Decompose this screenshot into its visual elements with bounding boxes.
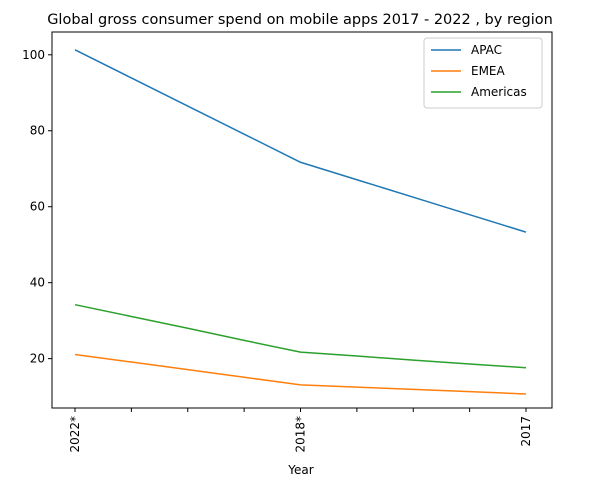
plot-frame <box>51 31 553 409</box>
y-tick-label: 60 <box>30 200 45 214</box>
plot-area <box>74 49 527 395</box>
y-tick-label: 20 <box>30 352 45 366</box>
x-axis-label: Year <box>287 463 313 477</box>
legend: APAC EMEA Americas <box>423 37 543 109</box>
chart-title: Global gross consumer spend on mobile ap… <box>47 12 553 28</box>
legend-label: Americas <box>471 85 527 99</box>
x-tick-label: 2022* <box>68 416 82 453</box>
x-tick-label: 2017 <box>519 416 533 447</box>
y-tick-label: 80 <box>30 124 45 138</box>
y-axis: 20 40 60 80 100 <box>22 48 52 366</box>
x-axis: 2022* 2018* 2017 <box>68 408 533 453</box>
series-line-0 <box>74 49 527 233</box>
series-line-2 <box>74 303 527 369</box>
legend-box <box>423 37 543 109</box>
x-tick-label: 2018* <box>294 416 308 453</box>
legend-label: EMEA <box>471 64 506 78</box>
series-line-1 <box>74 353 527 395</box>
y-tick-label: 100 <box>22 48 45 62</box>
y-tick-label: 40 <box>30 276 45 290</box>
legend-label: APAC <box>471 43 502 57</box>
